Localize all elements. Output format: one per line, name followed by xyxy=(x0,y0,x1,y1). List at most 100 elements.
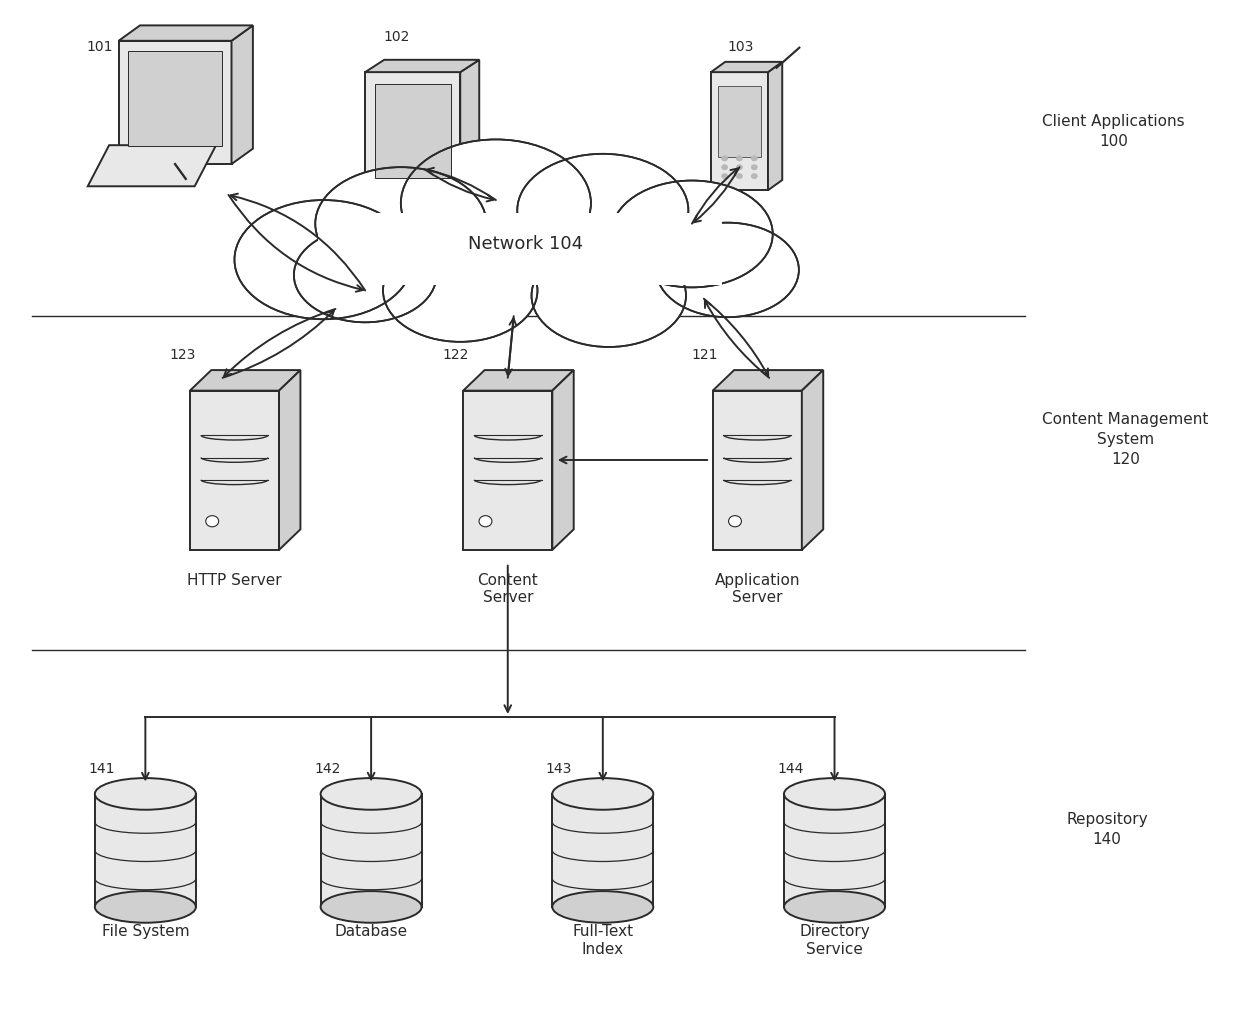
FancyArrowPatch shape xyxy=(368,717,374,780)
Ellipse shape xyxy=(517,154,688,267)
Ellipse shape xyxy=(294,228,436,322)
FancyArrowPatch shape xyxy=(693,167,739,222)
Polygon shape xyxy=(386,195,482,221)
Circle shape xyxy=(751,155,758,161)
Circle shape xyxy=(479,515,492,527)
Polygon shape xyxy=(711,72,768,190)
Polygon shape xyxy=(232,26,253,164)
Polygon shape xyxy=(784,794,885,907)
FancyArrowPatch shape xyxy=(228,195,363,291)
Ellipse shape xyxy=(383,239,537,342)
Polygon shape xyxy=(718,87,761,157)
FancyArrowPatch shape xyxy=(231,193,365,290)
FancyArrowPatch shape xyxy=(559,457,707,464)
Ellipse shape xyxy=(234,200,413,319)
Polygon shape xyxy=(95,794,196,907)
Text: 121: 121 xyxy=(692,348,718,363)
FancyArrowPatch shape xyxy=(831,717,838,780)
Ellipse shape xyxy=(656,223,799,317)
FancyBboxPatch shape xyxy=(317,214,722,285)
Text: HTTP Server: HTTP Server xyxy=(187,573,281,588)
Polygon shape xyxy=(460,60,479,190)
Text: Full-Text
Index: Full-Text Index xyxy=(572,925,634,957)
Text: Client Applications
100: Client Applications 100 xyxy=(1043,114,1185,149)
Ellipse shape xyxy=(532,244,686,347)
Text: Repository
140: Repository 140 xyxy=(1066,813,1148,847)
FancyArrowPatch shape xyxy=(427,167,496,200)
Polygon shape xyxy=(802,370,823,550)
FancyArrowPatch shape xyxy=(507,318,516,378)
Ellipse shape xyxy=(234,200,413,319)
FancyArrowPatch shape xyxy=(424,169,494,201)
Text: 143: 143 xyxy=(546,762,572,777)
Ellipse shape xyxy=(611,181,773,287)
Polygon shape xyxy=(552,370,574,550)
Text: Directory
Service: Directory Service xyxy=(799,925,870,957)
Text: 123: 123 xyxy=(169,348,196,363)
Ellipse shape xyxy=(401,139,591,267)
Polygon shape xyxy=(464,370,574,390)
Ellipse shape xyxy=(383,239,537,342)
FancyArrowPatch shape xyxy=(692,168,738,224)
Text: 102: 102 xyxy=(383,30,409,43)
FancyArrowPatch shape xyxy=(704,299,768,376)
Ellipse shape xyxy=(517,154,688,267)
Ellipse shape xyxy=(552,891,653,922)
Text: Content Management
System
120: Content Management System 120 xyxy=(1043,412,1209,467)
FancyArrowPatch shape xyxy=(505,316,513,376)
Polygon shape xyxy=(279,370,300,550)
Ellipse shape xyxy=(656,223,799,317)
Circle shape xyxy=(737,164,743,170)
Ellipse shape xyxy=(321,778,422,810)
Ellipse shape xyxy=(784,891,885,922)
Ellipse shape xyxy=(784,778,885,810)
Circle shape xyxy=(722,164,728,170)
Ellipse shape xyxy=(294,228,436,322)
Polygon shape xyxy=(365,60,479,72)
FancyArrowPatch shape xyxy=(143,717,149,780)
Text: Application
Server: Application Server xyxy=(714,573,800,605)
Ellipse shape xyxy=(321,891,422,922)
Text: File System: File System xyxy=(102,925,190,939)
Text: Database: Database xyxy=(335,925,408,939)
FancyArrowPatch shape xyxy=(223,311,334,378)
Circle shape xyxy=(737,174,743,179)
Polygon shape xyxy=(768,62,782,190)
Polygon shape xyxy=(119,40,232,164)
Circle shape xyxy=(206,515,218,527)
Polygon shape xyxy=(88,146,216,186)
Circle shape xyxy=(751,174,758,179)
Polygon shape xyxy=(374,84,450,179)
Polygon shape xyxy=(365,72,460,190)
Polygon shape xyxy=(190,370,300,390)
Text: 142: 142 xyxy=(314,762,341,777)
Text: Network 104: Network 104 xyxy=(467,236,583,253)
Ellipse shape xyxy=(95,778,196,810)
Polygon shape xyxy=(190,390,279,550)
Ellipse shape xyxy=(611,181,773,287)
Circle shape xyxy=(751,164,758,170)
Circle shape xyxy=(722,155,728,161)
Text: 141: 141 xyxy=(88,762,115,777)
Polygon shape xyxy=(713,370,823,390)
Ellipse shape xyxy=(95,891,196,922)
Text: Content
Server: Content Server xyxy=(477,573,538,605)
Polygon shape xyxy=(321,794,422,907)
Circle shape xyxy=(729,515,742,527)
Polygon shape xyxy=(552,794,653,907)
Polygon shape xyxy=(128,51,222,146)
Ellipse shape xyxy=(552,778,653,810)
Ellipse shape xyxy=(315,167,486,280)
FancyArrowPatch shape xyxy=(599,717,606,780)
Ellipse shape xyxy=(315,167,486,280)
Polygon shape xyxy=(711,62,782,72)
Polygon shape xyxy=(464,390,552,550)
Polygon shape xyxy=(119,26,253,40)
Ellipse shape xyxy=(532,244,686,347)
Text: 144: 144 xyxy=(777,762,804,777)
FancyArrowPatch shape xyxy=(704,301,769,378)
FancyArrowPatch shape xyxy=(224,309,336,376)
Polygon shape xyxy=(713,390,802,550)
FancyBboxPatch shape xyxy=(317,214,722,285)
Text: 103: 103 xyxy=(728,40,754,54)
